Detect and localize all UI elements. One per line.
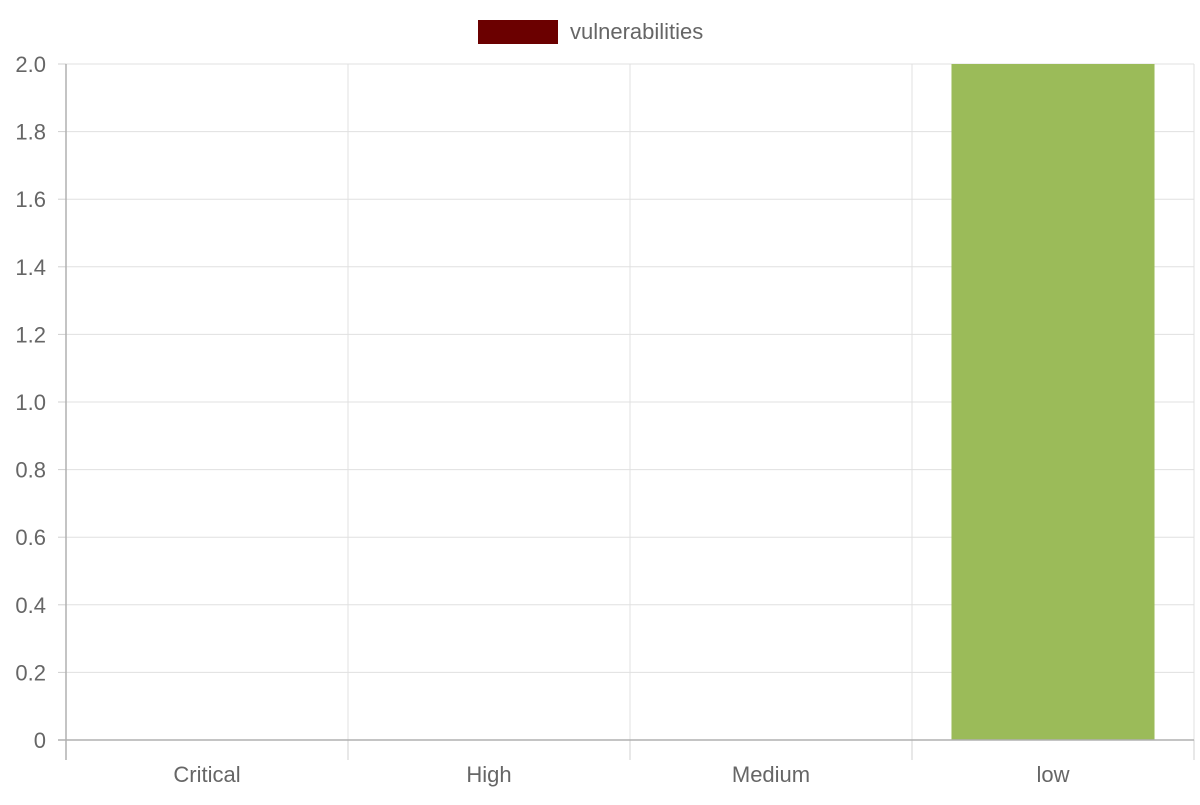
y-tick-label: 0.6: [15, 525, 46, 550]
y-tick-label: 1.8: [15, 120, 46, 145]
y-tick-label: 0.4: [15, 593, 46, 618]
x-tick-label: Medium: [732, 762, 810, 787]
y-tick-labels: 0 0.2 0.4 0.6 0.8 1.0 1.2 1.4 1.6 1.8 2.0: [15, 52, 46, 753]
y-tick-label: 0.2: [15, 660, 46, 685]
x-tick-label: Critical: [173, 762, 240, 787]
legend[interactable]: vulnerabilities: [478, 19, 703, 44]
y-tick-label: 2.0: [15, 52, 46, 77]
y-tick-label: 1.4: [15, 255, 46, 280]
x-tick-label: High: [466, 762, 511, 787]
y-tick-label: 0.8: [15, 458, 46, 483]
bars: [951, 64, 1155, 740]
legend-label[interactable]: vulnerabilities: [570, 19, 703, 44]
y-tick-label: 1.6: [15, 187, 46, 212]
y-tick-label: 1.2: [15, 322, 46, 347]
x-tick-label: low: [1036, 762, 1069, 787]
x-tick-labels: Critical High Medium low: [173, 762, 1069, 787]
legend-swatch[interactable]: [478, 20, 558, 44]
axes: [58, 64, 1194, 760]
bar-low[interactable]: [951, 64, 1155, 740]
y-tick-label: 0: [34, 728, 46, 753]
y-tick-label: 1.0: [15, 390, 46, 415]
